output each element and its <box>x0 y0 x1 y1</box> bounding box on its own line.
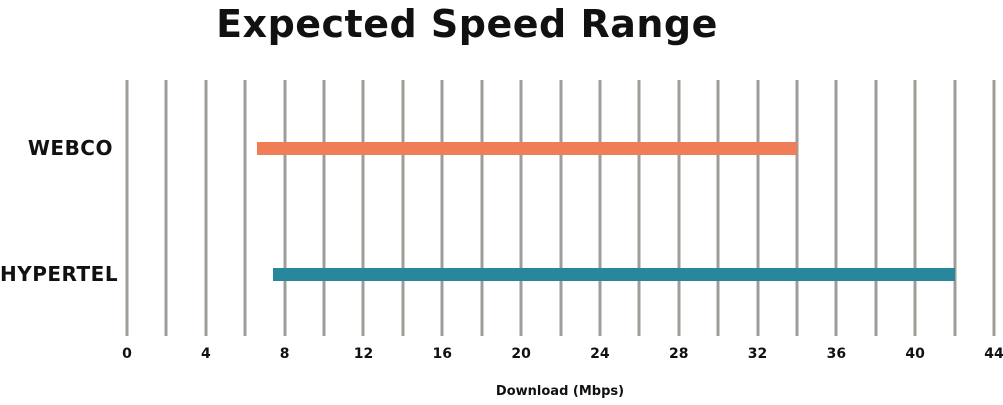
x-tick-label-4: 4 <box>200 346 211 362</box>
x-tick-label-32: 32 <box>747 346 768 362</box>
x-axis-title: Download (Mbps) <box>495 384 625 399</box>
y-axis-labels: WEBCO HYPERTEL <box>0 80 119 336</box>
x-tick-label-28: 28 <box>668 346 689 362</box>
x-tick-label-44: 44 <box>984 346 1003 362</box>
gridline <box>480 80 484 336</box>
x-tick-label-20: 20 <box>511 346 531 362</box>
row-label-hypertel: HYPERTEL <box>0 262 119 286</box>
gridline <box>440 80 444 336</box>
gridline <box>874 80 878 336</box>
plot-area <box>125 80 996 336</box>
x-tick-label-40: 40 <box>905 346 925 362</box>
x-axis-tick-labels: 0 4 8 12 16 20 24 28 32 36 40 44 <box>122 346 1003 364</box>
x-tick-label-16: 16 <box>432 346 453 362</box>
gridline <box>361 80 365 336</box>
gridline <box>559 80 562 336</box>
gridline <box>992 80 996 336</box>
gridline <box>795 80 799 336</box>
gridline <box>834 80 838 336</box>
x-tick-label-8: 8 <box>279 346 290 362</box>
gridline <box>637 80 641 336</box>
gridline <box>204 80 208 336</box>
gridline <box>243 80 247 336</box>
row-label-webco: WEBCO <box>27 136 113 160</box>
x-tick-label-12: 12 <box>353 346 374 362</box>
x-tick-label-24: 24 <box>590 346 610 362</box>
gridline <box>322 80 326 336</box>
gridline <box>164 80 168 336</box>
x-tick-label-0: 0 <box>122 346 132 362</box>
gridline <box>125 80 129 336</box>
hypertel-range-bar <box>272 267 955 281</box>
gridline <box>598 80 602 336</box>
gridline <box>953 80 957 336</box>
gridline <box>716 80 720 336</box>
gridline <box>519 80 523 336</box>
gridline <box>913 80 917 336</box>
gridline <box>756 80 760 336</box>
x-tick-label-36: 36 <box>826 346 847 362</box>
gridline <box>401 80 405 336</box>
webco-range-bar <box>257 141 797 155</box>
chart-title: Expected Speed Range <box>216 2 718 46</box>
gridline <box>677 80 681 336</box>
gridline <box>283 80 287 336</box>
